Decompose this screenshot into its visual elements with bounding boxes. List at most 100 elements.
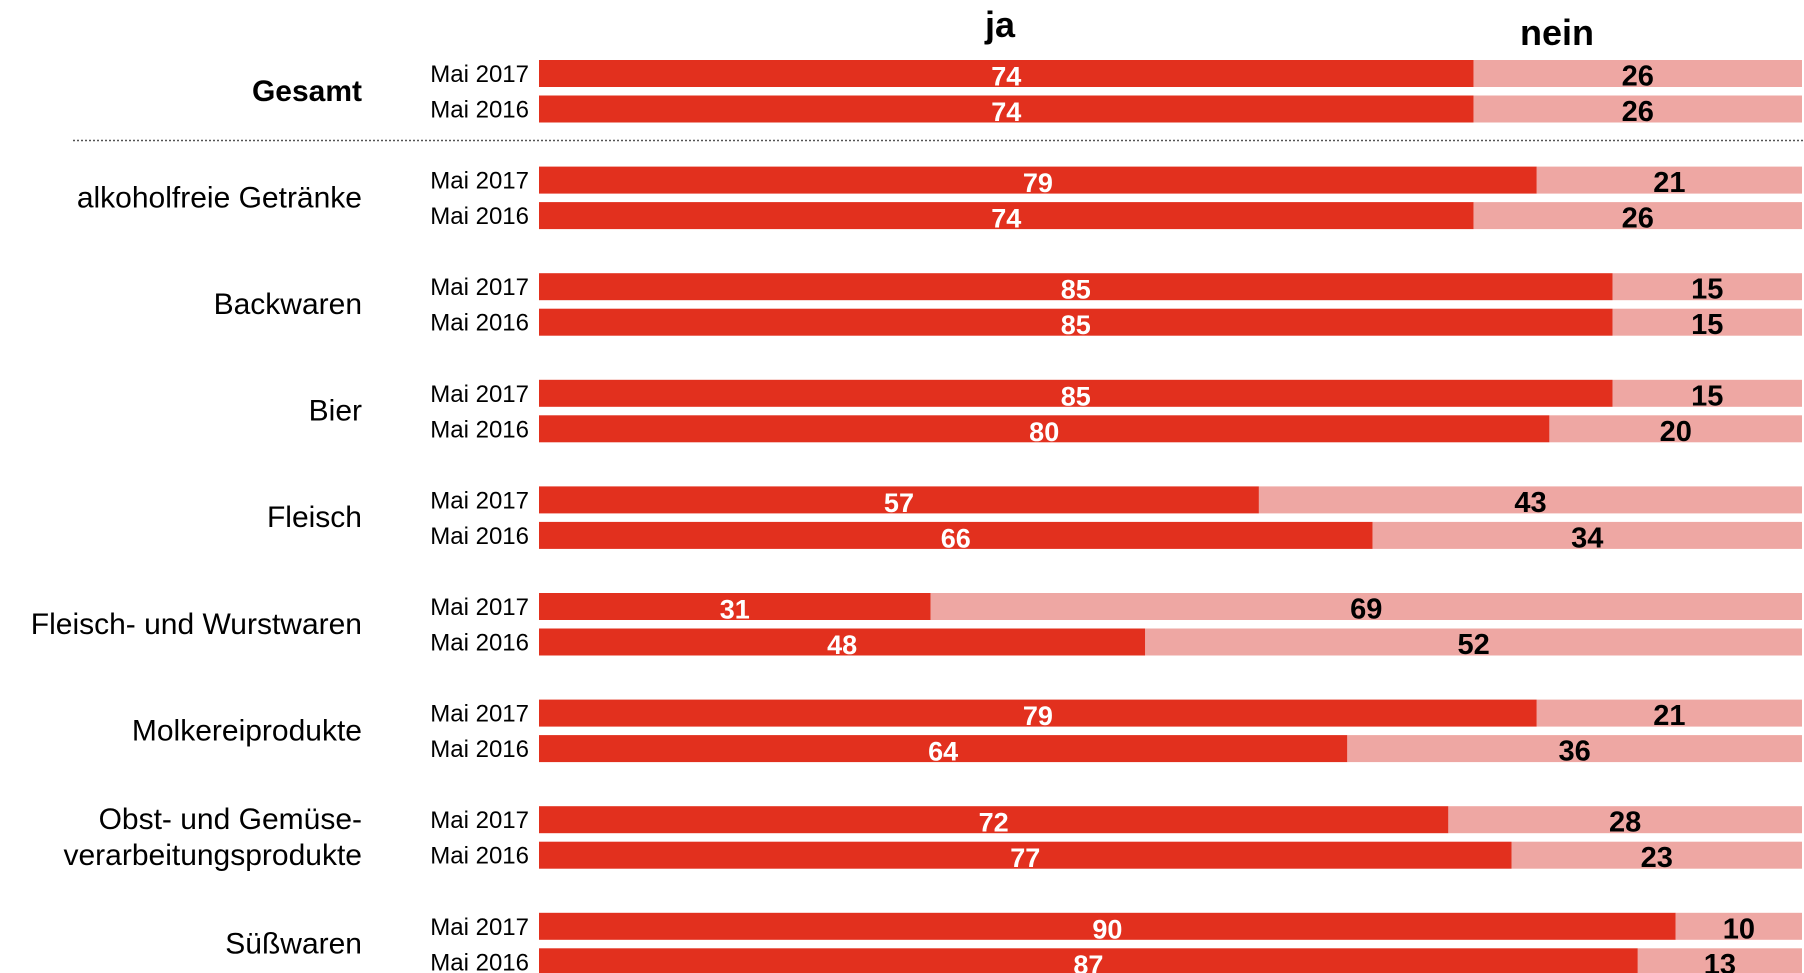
value-label-nein: 23 bbox=[1641, 842, 1673, 874]
bar-nein bbox=[1536, 699, 1802, 727]
bar-ja bbox=[539, 521, 1373, 549]
period-label: Mai 2017 bbox=[430, 701, 529, 728]
value-label-ja: 74 bbox=[991, 97, 1021, 127]
value-label-nein: 36 bbox=[1559, 736, 1591, 768]
period-label: Mai 2017 bbox=[430, 168, 529, 195]
category-label: alkoholfreie Getränke bbox=[77, 181, 362, 214]
value-label-nein: 26 bbox=[1622, 61, 1654, 93]
value-label-ja: 74 bbox=[991, 204, 1021, 234]
value-label-nein: 52 bbox=[1457, 629, 1489, 661]
value-label-ja: 85 bbox=[1061, 310, 1091, 340]
value-label-ja: 31 bbox=[720, 595, 750, 625]
value-label-nein: 26 bbox=[1622, 203, 1654, 235]
value-label-ja: 79 bbox=[1023, 701, 1053, 731]
value-label-ja: 80 bbox=[1029, 417, 1059, 447]
period-label: Mai 2016 bbox=[430, 949, 529, 973]
value-label-ja: 85 bbox=[1061, 275, 1091, 305]
value-label-nein: 20 bbox=[1660, 416, 1692, 448]
bar-nein bbox=[1473, 202, 1802, 230]
category-label: Fleisch bbox=[267, 501, 362, 534]
category-label: Süßwaren bbox=[225, 928, 362, 961]
value-label-nein: 43 bbox=[1514, 487, 1546, 519]
value-label-ja: 66 bbox=[941, 523, 971, 553]
bar-ja bbox=[539, 948, 1638, 973]
value-label-ja: 79 bbox=[1023, 168, 1053, 198]
bar-nein bbox=[1473, 95, 1802, 123]
period-label: Mai 2016 bbox=[430, 736, 529, 763]
period-label: Mai 2016 bbox=[430, 310, 529, 337]
bar-ja bbox=[539, 841, 1512, 869]
period-label: Mai 2017 bbox=[430, 274, 529, 301]
value-label-nein: 69 bbox=[1350, 594, 1382, 626]
bar-ja bbox=[539, 593, 931, 620]
bar-nein bbox=[1675, 912, 1802, 940]
value-label-ja: 48 bbox=[827, 630, 857, 660]
value-label-nein: 15 bbox=[1691, 309, 1723, 341]
bar-nein bbox=[1448, 806, 1802, 834]
bar-nein bbox=[1473, 60, 1802, 87]
category-label: Backwaren bbox=[214, 288, 362, 321]
bar-ja bbox=[539, 912, 1676, 940]
bar-ja bbox=[539, 202, 1474, 230]
value-label-nein: 15 bbox=[1691, 380, 1723, 412]
bar-ja bbox=[539, 379, 1613, 407]
period-label: Mai 2017 bbox=[430, 61, 529, 88]
value-label-ja: 87 bbox=[1073, 950, 1103, 973]
period-label: Mai 2017 bbox=[430, 381, 529, 408]
value-label-nein: 13 bbox=[1704, 949, 1736, 973]
bar-ja bbox=[539, 806, 1449, 834]
value-label-ja: 57 bbox=[884, 488, 914, 518]
legend-ja: ja bbox=[984, 4, 1016, 45]
period-label: Mai 2016 bbox=[430, 203, 529, 230]
period-label: Mai 2016 bbox=[430, 630, 529, 657]
bar-nein bbox=[930, 593, 1802, 620]
value-label-nein: 34 bbox=[1571, 522, 1603, 554]
bar-nein bbox=[1612, 379, 1802, 407]
bar-nein bbox=[1637, 948, 1802, 973]
bar-nein bbox=[1372, 521, 1802, 549]
value-label-nein: 21 bbox=[1653, 700, 1685, 732]
bar-ja bbox=[539, 415, 1550, 443]
value-label-nein: 10 bbox=[1723, 913, 1755, 945]
period-label: Mai 2017 bbox=[430, 594, 529, 621]
period-label: Mai 2016 bbox=[430, 416, 529, 443]
category-label: Bier bbox=[309, 395, 362, 428]
category-label: verarbeitungsprodukte bbox=[63, 839, 362, 872]
period-label: Mai 2016 bbox=[430, 523, 529, 550]
value-label-ja: 85 bbox=[1061, 381, 1091, 411]
bar-nein bbox=[1258, 486, 1802, 514]
bar-nein bbox=[1612, 273, 1802, 301]
bar-nein bbox=[1536, 166, 1802, 194]
value-label-nein: 21 bbox=[1653, 167, 1685, 199]
value-label-nein: 15 bbox=[1691, 274, 1723, 306]
bar-nein bbox=[1612, 308, 1802, 336]
bar-ja bbox=[539, 95, 1474, 123]
period-label: Mai 2017 bbox=[430, 914, 529, 941]
bar-nein bbox=[1511, 841, 1802, 869]
bar-ja bbox=[539, 628, 1146, 656]
category-label: Molkereiprodukte bbox=[132, 714, 362, 747]
category-label: Fleisch- und Wurstwaren bbox=[31, 608, 362, 641]
period-label: Mai 2017 bbox=[430, 487, 529, 514]
bar-nein bbox=[1347, 735, 1802, 763]
bar-ja bbox=[539, 699, 1537, 727]
category-label: Gesamt bbox=[252, 75, 362, 108]
bar-ja bbox=[539, 735, 1348, 763]
value-label-ja: 77 bbox=[1010, 843, 1040, 873]
value-label-nein: 28 bbox=[1609, 807, 1641, 839]
value-label-ja: 64 bbox=[928, 737, 958, 767]
bar-nein bbox=[1145, 628, 1802, 656]
category-label: Obst- und Gemüse- bbox=[99, 803, 362, 836]
bar-ja bbox=[539, 60, 1474, 87]
value-label-ja: 72 bbox=[979, 808, 1009, 838]
value-label-nein: 26 bbox=[1622, 96, 1654, 128]
period-label: Mai 2016 bbox=[430, 97, 529, 124]
bar-ja bbox=[539, 308, 1613, 336]
bar-ja bbox=[539, 273, 1613, 301]
value-label-ja: 74 bbox=[991, 62, 1021, 92]
bar-ja bbox=[539, 166, 1537, 194]
period-label: Mai 2017 bbox=[430, 807, 529, 834]
legend-nein: nein bbox=[1520, 12, 1594, 53]
bar-nein bbox=[1549, 415, 1802, 443]
